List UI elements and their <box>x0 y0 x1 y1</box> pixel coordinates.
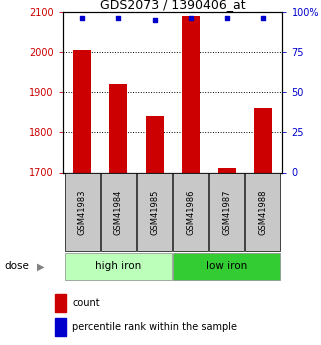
Bar <box>245 173 280 251</box>
Title: GDS2073 / 1390406_at: GDS2073 / 1390406_at <box>100 0 245 11</box>
Bar <box>109 84 127 172</box>
Text: dose: dose <box>5 262 30 271</box>
Point <box>80 16 85 21</box>
Text: GSM41986: GSM41986 <box>186 189 195 235</box>
Point <box>260 16 265 21</box>
Bar <box>145 116 163 172</box>
Point <box>188 16 193 21</box>
Text: high iron: high iron <box>95 261 142 271</box>
Text: GSM41985: GSM41985 <box>150 189 159 235</box>
Bar <box>218 168 236 172</box>
Text: GSM41987: GSM41987 <box>222 189 231 235</box>
Bar <box>209 173 244 251</box>
Bar <box>173 253 280 280</box>
Text: percentile rank within the sample: percentile rank within the sample <box>72 322 237 332</box>
Point <box>116 16 121 21</box>
Text: ▶: ▶ <box>37 262 44 271</box>
Bar <box>137 173 172 251</box>
Point <box>152 17 157 23</box>
Bar <box>182 16 200 172</box>
Bar <box>254 108 272 172</box>
Bar <box>101 173 136 251</box>
Text: count: count <box>72 298 100 308</box>
Point <box>224 16 229 21</box>
Bar <box>65 173 100 251</box>
Text: GSM41983: GSM41983 <box>78 189 87 235</box>
Bar <box>65 253 172 280</box>
Text: GSM41984: GSM41984 <box>114 189 123 235</box>
Text: low iron: low iron <box>206 261 247 271</box>
Bar <box>173 173 208 251</box>
Text: GSM41988: GSM41988 <box>258 189 267 235</box>
Bar <box>74 50 91 172</box>
